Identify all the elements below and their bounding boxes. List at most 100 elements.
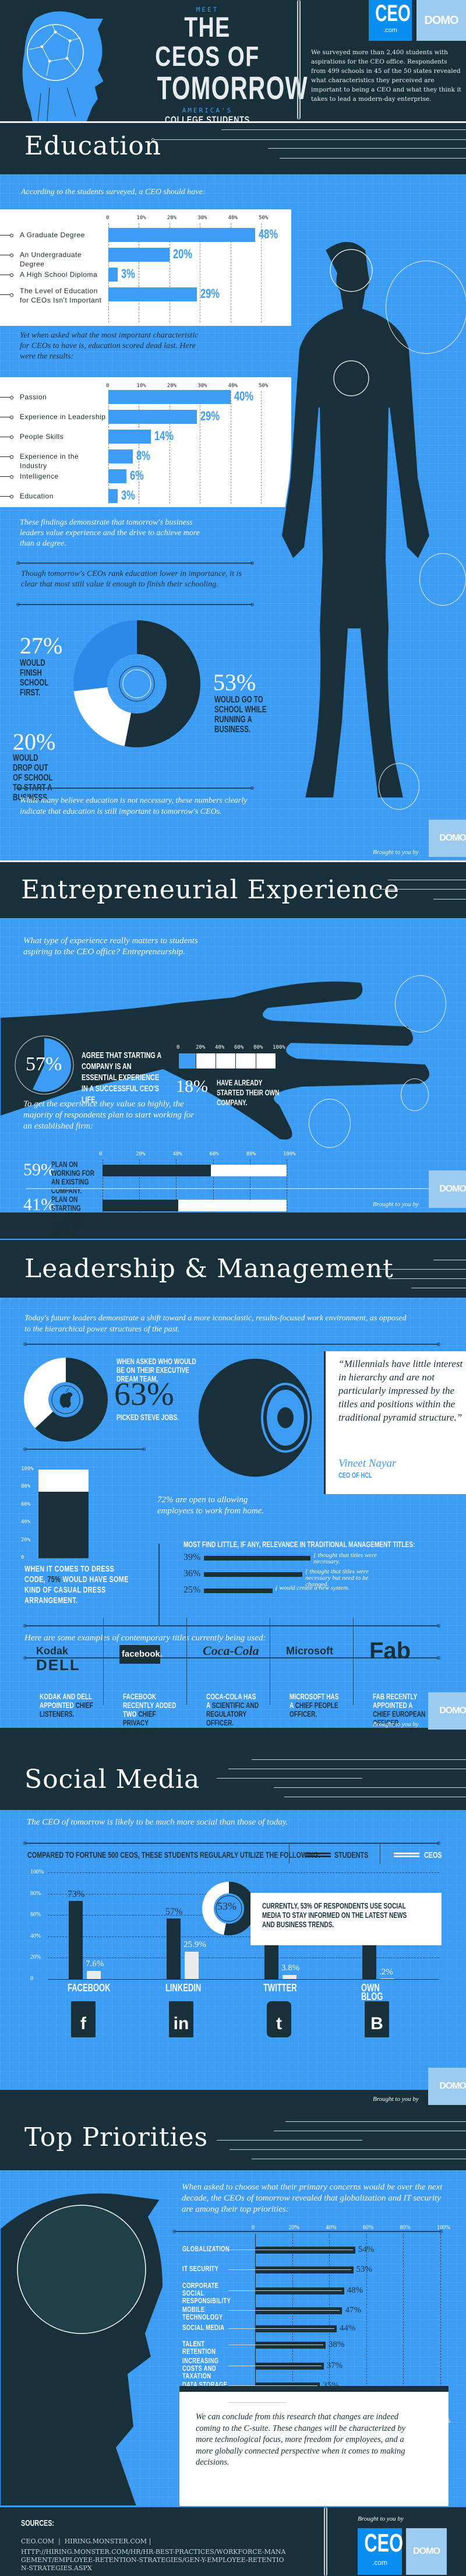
platform-name: FACEBOOK bbox=[68, 1982, 111, 1994]
axis-tick: 40% bbox=[215, 1045, 225, 1050]
priority-value: 54% bbox=[358, 2245, 375, 2254]
axis-tick: 0 bbox=[99, 1151, 103, 1157]
priority-value: 48% bbox=[347, 2286, 363, 2295]
grid-line bbox=[261, 391, 262, 504]
plan-bar-fill bbox=[103, 1165, 211, 1176]
caption-title: CHIEF PEOPLE OFFICER. bbox=[290, 1700, 338, 1718]
education-finding1: These findings demonstrate that tomorrow… bbox=[20, 518, 200, 548]
brought-to-you-by: Brought to you by bbox=[373, 849, 419, 856]
characteristic-chart: 0 10% 20% 30% 40% 50% Passion 40% Experience in … bbox=[0, 377, 291, 507]
pie-b-label: WOULD GO TO SCHOOL WHILE RUNNING A BUSIN… bbox=[214, 695, 267, 735]
priority-value: 44% bbox=[339, 2324, 356, 2333]
students-bar bbox=[69, 1901, 83, 1979]
circuit-node bbox=[151, 138, 154, 141]
axis-tick: 0 bbox=[252, 2224, 255, 2231]
bar-label: A Graduate Degree bbox=[20, 231, 85, 239]
bar-label: People Skills bbox=[20, 433, 64, 441]
priority-leader bbox=[228, 2328, 334, 2329]
brought-to-you-by: Brought to you by bbox=[373, 1201, 419, 1208]
mini-chart-bar bbox=[178, 1053, 276, 1069]
degree-chart-panel: 0 10% 20% 30% 40% 50% A Graduate Degree 48% An U… bbox=[0, 209, 291, 326]
bar-value: 3% bbox=[121, 266, 135, 281]
hero-divider-wave bbox=[297, 0, 301, 120]
bar bbox=[108, 268, 118, 282]
social-intro: The CEO of tomorrow is likely to be much… bbox=[27, 1818, 288, 1827]
priority-label: SOCIAL MEDIA bbox=[182, 2323, 225, 2332]
platform-name: OWN BLOG bbox=[361, 1982, 383, 2002]
axis-tick: 0 bbox=[106, 215, 110, 221]
footer-divider-wave bbox=[324, 2507, 327, 2576]
priority-label: IT SECURITY bbox=[182, 2264, 219, 2273]
row-leader bbox=[0, 495, 13, 498]
mini-cell bbox=[216, 1053, 236, 1069]
bar bbox=[108, 248, 170, 262]
bar-value: 14% bbox=[154, 428, 174, 443]
priorities-intro: When asked to choose what their primary … bbox=[182, 2183, 443, 2214]
axis-tick: 80% bbox=[30, 1890, 41, 1897]
grid-line bbox=[108, 391, 109, 504]
grid-line bbox=[255, 2234, 256, 2413]
callout-card: CURRENTLY, 53% OF RESPONDENTS USE SOCIAL… bbox=[250, 1893, 442, 1945]
axis-tick: 80% bbox=[400, 2224, 411, 2231]
essential-label: AGREE THAT STARTING A COMPANY IS AN ESSE… bbox=[82, 1050, 161, 1105]
domo-logo: DOMO bbox=[428, 2068, 466, 2105]
ceos-bar bbox=[185, 1951, 199, 1979]
bar bbox=[108, 410, 197, 424]
axis-tick: 100% bbox=[21, 1466, 34, 1472]
footer: SOURCES: CEO.COM | HIRING.MONSTER.COM | … bbox=[0, 2506, 466, 2576]
company-caption: COCA-COLA HAS A SCIENTIFIC AND REGULATOR… bbox=[206, 1692, 261, 1727]
priority-leader bbox=[228, 2402, 287, 2403]
axis-tick: 60% bbox=[30, 1911, 41, 1918]
hero-title-line2: TOMORROW bbox=[157, 69, 308, 106]
priority-bar bbox=[255, 2287, 344, 2294]
education-finding2: Though tomorrow's CEOs rank education lo… bbox=[21, 570, 242, 589]
grid-line bbox=[213, 1159, 214, 1212]
students-value: 57% bbox=[165, 1906, 183, 1917]
started-pct: 18% bbox=[176, 1077, 208, 1096]
legend-students-swatch bbox=[305, 1853, 331, 1857]
essential-experience-pie bbox=[15, 1035, 74, 1095]
caption-title: CHIEF EUROPEAN OFFICER. bbox=[373, 1709, 426, 1727]
circuit-line bbox=[268, 148, 466, 149]
students-bar bbox=[167, 1918, 181, 1979]
buckyball-icon bbox=[419, 553, 466, 606]
education-header: Education bbox=[0, 123, 466, 174]
education-title: Education bbox=[24, 131, 162, 161]
bar-label: A High School Diploma bbox=[20, 270, 98, 279]
grid-line bbox=[292, 2234, 293, 2413]
titles-head: MOST FIND LITTLE, IF ANY, RELEVANCE IN T… bbox=[183, 1540, 415, 1549]
plan-intro: To get the experience they value so high… bbox=[23, 1099, 195, 1131]
characteristic-chart-panel: 0 10% 20% 30% 40% 50% Passion 40% Experience in … bbox=[0, 377, 291, 507]
pie-a-pct: 27% bbox=[20, 632, 63, 659]
entrepreneurial-header: Entrepreneurial Experience bbox=[0, 862, 466, 918]
divider-rule bbox=[23, 1656, 440, 1660]
circuit-line bbox=[274, 1787, 466, 1788]
ceo-logo: CEO .com bbox=[358, 2528, 403, 2575]
priority-label: CORPORATE SOCIAL RESPONSIBILITY bbox=[182, 2281, 231, 2305]
axis-tick: 10% bbox=[136, 383, 146, 389]
axis-tick: 0 bbox=[21, 1555, 24, 1561]
pie-b-pct: 53% bbox=[213, 669, 256, 695]
axis-tick: 0 bbox=[106, 383, 110, 389]
axis-tick: 50% bbox=[259, 383, 269, 389]
title-bar bbox=[204, 1589, 273, 1593]
priority-value: 38% bbox=[328, 2340, 345, 2349]
title-bar bbox=[204, 1556, 311, 1561]
domo-logo: DOMO bbox=[429, 1171, 466, 1208]
hero-title-block: MEET THE CEOS OF TOMORROW AMERICA'S COLL… bbox=[137, 6, 308, 126]
priority-label: INCREASING COSTS AND TAXATION bbox=[182, 2356, 219, 2380]
circuit-line bbox=[285, 2121, 466, 2122]
circuit-line bbox=[280, 158, 466, 159]
column-divider bbox=[353, 1618, 354, 1705]
dream-team-label: WHEN ASKED WHO WOULD BE ON THEIR EXECUTI… bbox=[116, 1356, 196, 1383]
bar-label: Experience in the Industry bbox=[20, 452, 79, 470]
bar bbox=[108, 390, 231, 404]
bar bbox=[108, 489, 118, 503]
priority-bar bbox=[255, 2342, 326, 2349]
hero-bottom-rule bbox=[0, 121, 466, 123]
plan-bar-fill bbox=[103, 1200, 178, 1211]
priority-bar bbox=[255, 2266, 354, 2273]
priority-leader bbox=[228, 2290, 342, 2291]
bar-label: Intelligence bbox=[20, 472, 59, 480]
priority-label: GLOBALIZATION bbox=[182, 2244, 230, 2253]
